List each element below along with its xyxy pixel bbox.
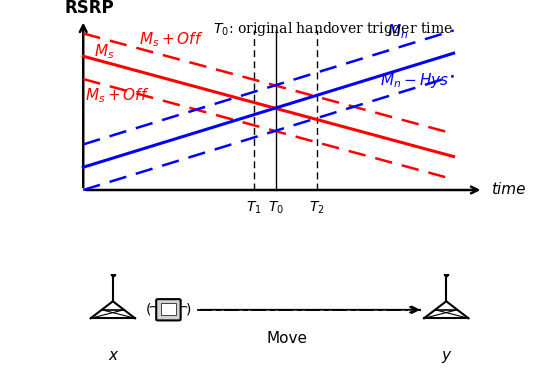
- Text: $M_n - Hys$: $M_n - Hys$: [379, 71, 449, 90]
- Text: x: x: [108, 348, 117, 363]
- Text: time: time: [490, 182, 525, 198]
- Text: $M_s$: $M_s$: [94, 42, 115, 61]
- Text: Move: Move: [266, 331, 308, 346]
- Text: $M_n$: $M_n$: [387, 22, 408, 41]
- Text: $M_s + Off$: $M_s + Off$: [139, 30, 203, 49]
- Text: $T_1$: $T_1$: [246, 199, 262, 215]
- Text: $T_2$: $T_2$: [309, 199, 324, 215]
- Text: $T_0$: original handover trigger time: $T_0$: original handover trigger time: [213, 20, 453, 38]
- Text: $M_s + Off$: $M_s + Off$: [85, 87, 150, 105]
- Text: ): ): [186, 303, 191, 317]
- FancyBboxPatch shape: [161, 303, 176, 315]
- Text: $T_0$: $T_0$: [268, 199, 284, 215]
- Text: RSRP: RSRP: [65, 0, 114, 17]
- Text: y: y: [442, 348, 451, 363]
- FancyBboxPatch shape: [156, 299, 181, 320]
- Text: (: (: [145, 303, 151, 317]
